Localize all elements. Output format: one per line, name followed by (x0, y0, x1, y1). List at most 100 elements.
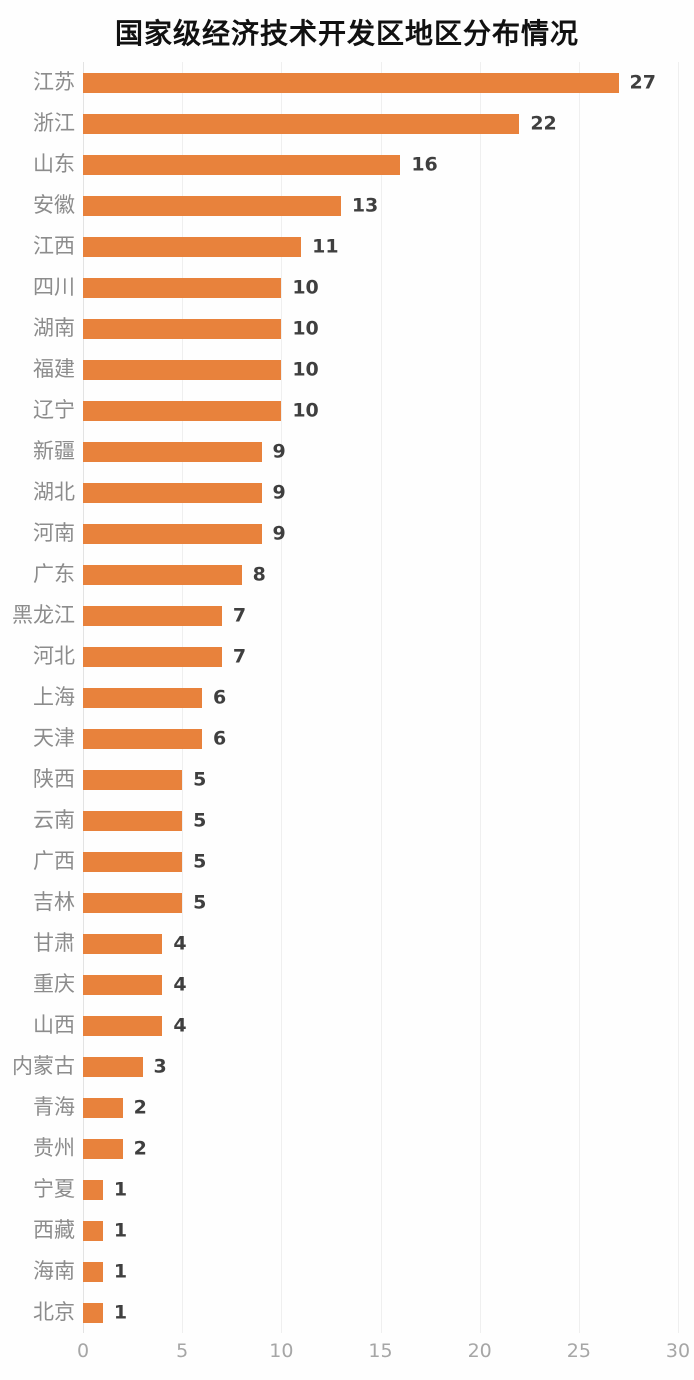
category-label: 宁夏 (33, 1177, 75, 1201)
category-label: 北京 (33, 1300, 75, 1324)
value-label: 4 (173, 973, 187, 995)
value-label: 11 (312, 235, 339, 257)
bar-track: 10 (83, 318, 678, 339)
bar (83, 810, 183, 831)
category-label: 海南 (33, 1259, 75, 1283)
bar-track: 9 (83, 523, 678, 544)
value-label: 5 (193, 850, 207, 872)
bar (83, 318, 282, 339)
bar (83, 72, 619, 93)
bar-row: 西藏 1 (0, 1210, 694, 1251)
bar-row: 广东 8 (0, 554, 694, 595)
bar-rows: 江苏 27 浙江 22 山东 16 安徽 13 江西 11 四川 10 湖南 10 福建 10 辽宁 10 新疆 9 湖… (0, 62, 694, 1333)
bar (83, 933, 163, 954)
category-label: 青海 (33, 1095, 75, 1119)
bar-row: 甘肃 4 (0, 923, 694, 964)
value-label: 10 (292, 399, 319, 421)
x-axis-tick: 20 (467, 1340, 492, 1362)
bar-track: 8 (83, 564, 678, 585)
category-label: 吉林 (33, 890, 75, 914)
gridline (479, 62, 481, 1333)
x-axis-tick: 0 (76, 1340, 90, 1362)
bar (83, 646, 222, 667)
bar-track: 6 (83, 686, 678, 708)
x-axis-tick: 5 (176, 1340, 189, 1362)
bar-track: 22 (83, 112, 678, 134)
bar-track: 10 (83, 359, 678, 380)
category-label: 湖北 (33, 480, 75, 504)
bar (83, 1302, 103, 1323)
bar-row: 山东 16 (0, 144, 694, 185)
bar-row: 湖北 9 (0, 472, 694, 513)
bar-track: 2 (83, 1097, 678, 1118)
bar (83, 687, 202, 708)
category-label: 西藏 (33, 1218, 75, 1242)
bar (83, 277, 282, 298)
bar (83, 195, 341, 216)
bar-row: 上海 6 (0, 677, 694, 718)
bar-row: 青海 2 (0, 1087, 694, 1128)
category-label: 江西 (33, 234, 75, 258)
value-label: 4 (173, 1014, 187, 1036)
bar (83, 236, 302, 257)
x-axis: 0 5 10 15 20 25 30 (77, 1340, 690, 1372)
value-label: 7 (232, 604, 247, 626)
bar (83, 1097, 123, 1118)
category-label: 山东 (33, 152, 75, 176)
bar-row: 河北 7 (0, 636, 694, 677)
bar-track: 3 (83, 1055, 678, 1077)
chart-title: 国家级经济技术开发区地区分布情况 (114, 17, 579, 50)
bar-row: 天津 6 (0, 718, 694, 759)
bar-row: 广西 5 (0, 841, 694, 882)
bar-row: 北京 1 (0, 1292, 694, 1333)
bar-row: 江苏 27 (0, 62, 694, 103)
bar (83, 359, 282, 380)
x-axis-tick: 25 (566, 1340, 591, 1362)
bar (83, 1056, 143, 1077)
category-label: 浙江 (33, 111, 75, 135)
bar (83, 728, 202, 749)
value-label: 5 (193, 891, 207, 913)
bar (83, 1015, 163, 1036)
bar (83, 482, 262, 503)
category-label: 山西 (33, 1013, 75, 1037)
bar (83, 113, 520, 134)
value-label: 9 (272, 440, 286, 462)
value-label: 6 (213, 686, 227, 708)
x-axis-tick: 30 (665, 1340, 691, 1362)
bar-track: 9 (83, 481, 678, 503)
bar (83, 605, 222, 626)
value-label: 22 (530, 112, 557, 134)
bar-row: 福建 10 (0, 349, 694, 390)
category-label: 重庆 (33, 972, 75, 996)
bar-row: 黑龙江 7 (0, 595, 694, 636)
bar-row: 陕西 5 (0, 759, 694, 800)
bar-row: 新疆 9 (0, 431, 694, 472)
value-label: 1 (113, 1301, 128, 1323)
bar-track: 5 (83, 850, 678, 872)
bar-row: 湖南 10 (0, 308, 694, 349)
bar-track: 1 (83, 1179, 678, 1200)
value-label: 9 (272, 481, 286, 503)
bar (83, 1138, 123, 1159)
category-label: 安徽 (33, 193, 75, 217)
bar-track: 7 (83, 604, 678, 626)
bar-row: 吉林 5 (0, 882, 694, 923)
bar-track: 5 (83, 891, 678, 913)
bar-track: 5 (83, 769, 678, 790)
bar (83, 564, 242, 585)
bar-row: 山西 4 (0, 1005, 694, 1046)
bar-track: 10 (83, 277, 678, 298)
value-label: 2 (133, 1137, 147, 1159)
bar-row: 宁夏 1 (0, 1169, 694, 1210)
value-label: 3 (153, 1055, 167, 1077)
bar-row: 河南 9 (0, 513, 694, 554)
bar-row: 辽宁 10 (0, 390, 694, 431)
category-label: 贵州 (33, 1136, 75, 1160)
bar (83, 1261, 103, 1282)
bar-row: 贵州 2 (0, 1128, 694, 1169)
bar-row: 海南 1 (0, 1251, 694, 1292)
bar (83, 1179, 103, 1200)
category-label: 上海 (33, 685, 75, 709)
bar-track: 2 (83, 1137, 678, 1159)
